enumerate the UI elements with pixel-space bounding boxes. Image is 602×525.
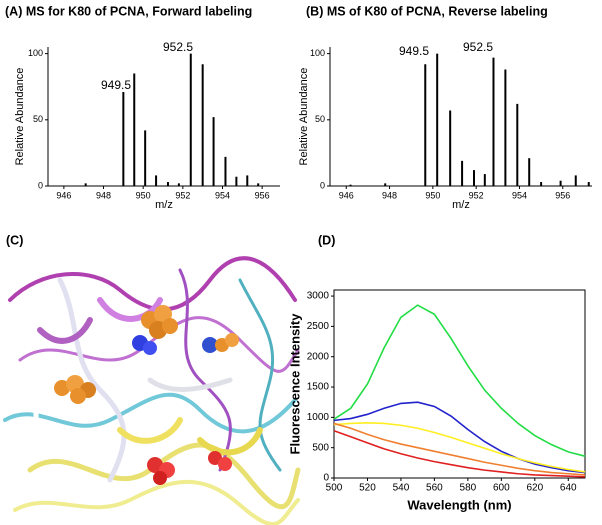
y-tick-label: 3000 [307, 291, 330, 302]
x-tick-label: 580 [460, 483, 477, 494]
series-line [333, 304, 586, 457]
peak-annotation: 949.5 [399, 44, 429, 58]
peak-annotation: 949.5 [101, 78, 131, 92]
x-tick-label: 520 [359, 483, 376, 494]
x-tick-label: 950 [425, 190, 440, 200]
atom-spheres [54, 305, 239, 485]
chart-title: (D) [318, 233, 335, 247]
series-line [333, 422, 586, 476]
y-axis-label: Relative Abundance [298, 68, 310, 166]
x-axis-label: m/z [155, 199, 173, 211]
x-tick-label: 600 [493, 483, 510, 494]
x-tick-label: 946 [56, 190, 71, 200]
x-tick-label: 952 [175, 190, 190, 200]
chart-title: (A) MS for K80 of PCNA, Forward labeling [5, 4, 252, 18]
series-line [333, 429, 586, 478]
x-tick-label: 954 [215, 190, 230, 200]
x-tick-label: 948 [382, 190, 397, 200]
chart-title: (B) MS of K80 of PCNA, Reverse labeling [306, 4, 548, 18]
y-axis-label: Fluorescence Intensity [287, 313, 302, 455]
x-tick-label: 946 [339, 190, 354, 200]
x-tick-label: 956 [255, 190, 270, 200]
peak-annotation: 952.5 [463, 40, 493, 54]
series-line [333, 422, 586, 473]
peak-annotation: 952.5 [163, 40, 193, 54]
y-tick-label: 100 [310, 48, 325, 58]
ribbons [3, 256, 301, 525]
series-line [333, 401, 586, 474]
x-tick-label: 952 [469, 190, 484, 200]
x-axis-label: m/z [452, 199, 470, 211]
y-tick-label: 2000 [307, 351, 330, 362]
y-tick-label: 50 [33, 114, 43, 124]
y-tick-label: 100 [28, 48, 43, 58]
y-axis-label: Relative Abundance [14, 68, 26, 166]
x-tick-label: 560 [426, 483, 443, 494]
y-tick-label: 50 [315, 114, 325, 124]
x-tick-label: 948 [96, 190, 111, 200]
y-tick-label: 500 [312, 442, 329, 453]
x-tick-label: 950 [136, 190, 151, 200]
y-tick-label: 0 [323, 473, 329, 484]
x-tick-label: 500 [326, 483, 343, 494]
x-tick-label: 954 [512, 190, 527, 200]
panel-label: (C) [6, 233, 23, 247]
protein-structure-image [0, 255, 301, 525]
plot-frame [333, 289, 586, 479]
y-tick-label: 1500 [307, 382, 330, 393]
y-tick-label: 2500 [307, 321, 330, 332]
x-tick-label: 956 [555, 190, 570, 200]
y-tick-label: 0 [38, 180, 43, 190]
y-tick-label: 1000 [307, 412, 330, 423]
y-tick-label: 0 [320, 180, 325, 190]
x-tick-label: 540 [393, 483, 410, 494]
x-axis-label: Wavelength (nm) [407, 497, 511, 512]
x-tick-label: 620 [526, 483, 543, 494]
x-tick-label: 640 [560, 483, 577, 494]
